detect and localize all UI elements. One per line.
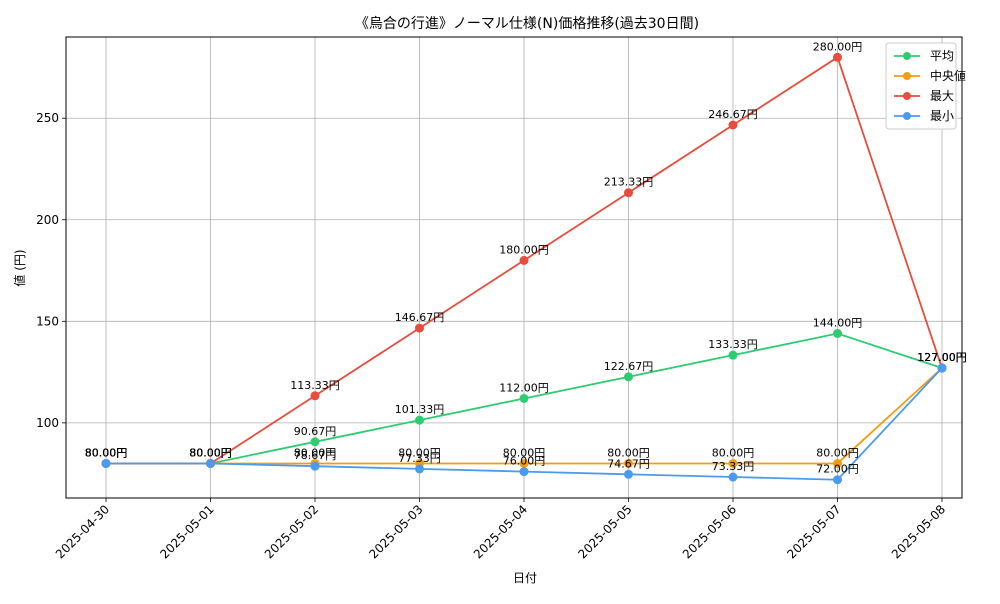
data-point — [206, 458, 215, 468]
axis-layer: 2025-04-30 2025-05-01 2025-05-02 2025-05-03… — [36, 111, 948, 561]
data-label: 80.00円 — [189, 446, 232, 459]
data-point — [624, 188, 633, 198]
grid-layer — [66, 37, 962, 498]
data-label: 80.00円 — [189, 446, 232, 459]
data-label: 213.33円 — [604, 176, 654, 189]
x-tick-label: 2025-05-07 — [784, 502, 843, 561]
data-point — [833, 475, 842, 485]
data-label: 76.00円 — [503, 455, 546, 468]
data-point — [415, 464, 424, 474]
data-point — [833, 329, 842, 339]
data-point — [519, 393, 529, 403]
data-point — [415, 415, 424, 425]
chart-title: 《烏合の行進》ノーマル仕様(N)価格推移(過去30日間) — [355, 15, 699, 32]
data-label: 280.00円 — [813, 40, 863, 53]
data-point — [310, 437, 320, 447]
data-point — [415, 323, 424, 333]
legend-box — [885, 42, 957, 130]
data-point — [833, 52, 842, 62]
x-tick-label: 2025-05-05 — [575, 502, 634, 561]
legend-marker — [903, 52, 911, 60]
y-tick-label: 150 — [36, 314, 59, 328]
data-label: 74.67円 — [607, 457, 650, 470]
data-label: 113.33円 — [290, 379, 340, 392]
x-tick-label: 2025-04-30 — [53, 502, 112, 561]
data-point — [624, 469, 633, 479]
data-label: 80.00円 — [398, 446, 441, 459]
legend-entry-label: 平均 — [930, 49, 954, 63]
data-label: 246.67円 — [708, 108, 758, 121]
data-label: 73.33円 — [712, 460, 755, 473]
data-point — [310, 391, 320, 401]
data-label: 101.33円 — [395, 403, 445, 416]
data-label: 144.00円 — [813, 317, 863, 330]
data-label: 90.67円 — [294, 425, 337, 438]
x-tick-label: 2025-05-04 — [471, 502, 530, 561]
data-label: 133.33円 — [708, 338, 758, 351]
data-label: 80.00円 — [85, 446, 128, 459]
x-tick-label: 2025-05-01 — [157, 502, 216, 561]
data-point — [728, 120, 738, 130]
data-label: 80.00円 — [607, 446, 650, 459]
legend-entry-label: 最大 — [930, 89, 954, 103]
legend-entry-label: 中央値 — [930, 68, 966, 83]
data-label: 80.00円 — [189, 446, 232, 459]
data-label: 78.67円 — [294, 449, 337, 462]
series-layer — [101, 52, 947, 485]
legend-marker — [903, 72, 911, 80]
data-point — [519, 458, 529, 468]
data-label: 80.00円 — [816, 446, 859, 459]
y-tick-label: 200 — [36, 213, 59, 227]
data-label: 80.00円 — [712, 446, 755, 459]
x-tick-label: 2025-05-06 — [680, 502, 739, 561]
data-label: 180.00円 — [499, 243, 549, 256]
data-label: 127.00円 — [917, 351, 967, 364]
data-label: 80.00円 — [189, 446, 232, 459]
y-tick-label: 250 — [36, 111, 59, 125]
x-tick-label: 2025-05-02 — [262, 502, 321, 561]
data-label: 80.00円 — [85, 446, 128, 459]
data-label: 127.00円 — [917, 351, 967, 364]
y-tick-label: 100 — [36, 416, 59, 430]
data-point — [728, 458, 738, 468]
data-point — [833, 458, 842, 468]
data-point — [937, 363, 947, 373]
data-label: 146.67円 — [395, 311, 445, 324]
plot-frame — [65, 36, 963, 499]
data-point — [310, 461, 320, 471]
data-label: 80.00円 — [503, 446, 546, 459]
data-point — [728, 472, 738, 482]
data-label: 80.00円 — [294, 446, 337, 459]
data-label-layer: 80.00円 80.00円 90.67円 101.33円 112.00円 122.67円 1… — [85, 40, 967, 475]
y-axis-label: 値 (円) — [12, 249, 27, 286]
legend-entry-label: 最小 — [930, 109, 954, 123]
data-label: 80.00円 — [85, 446, 128, 459]
x-axis-label: 日付 — [513, 571, 537, 585]
data-point — [519, 255, 529, 265]
data-label: 72.00円 — [816, 463, 859, 476]
legend-marker — [903, 112, 911, 120]
x-tick-label: 2025-05-08 — [889, 502, 948, 561]
data-point — [728, 350, 738, 360]
data-point — [624, 458, 633, 468]
x-tick-label: 2025-05-03 — [366, 502, 425, 561]
data-label: 77.33円 — [398, 452, 441, 465]
data-point — [101, 458, 111, 468]
data-point — [624, 372, 633, 382]
data-point — [519, 467, 529, 477]
data-label: 127.00円 — [917, 351, 967, 364]
data-label: 80.00円 — [85, 446, 128, 459]
legend-marker — [903, 92, 911, 100]
data-label: 112.00円 — [499, 381, 549, 394]
data-label: 127.00円 — [917, 351, 967, 364]
data-label: 122.67円 — [604, 360, 654, 373]
